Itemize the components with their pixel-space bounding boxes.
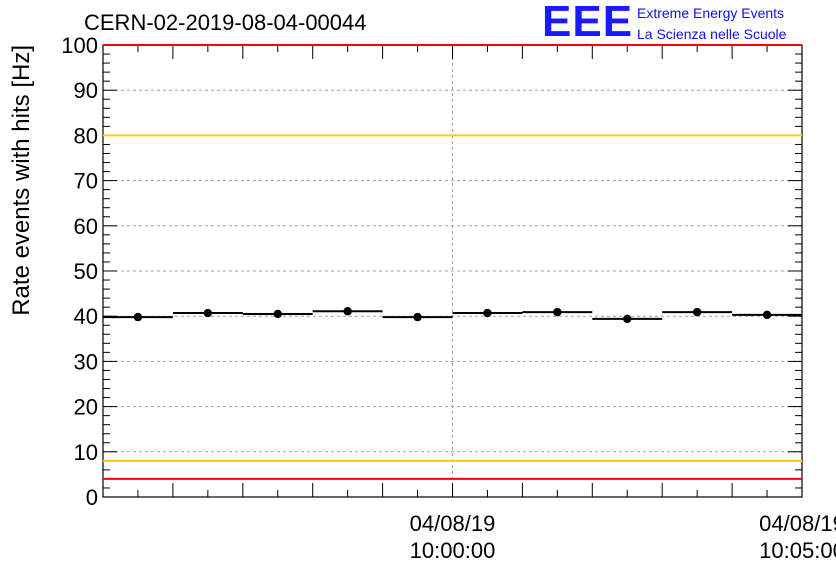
y-tick-label: 40	[74, 304, 98, 329]
y-tick-label: 70	[74, 169, 98, 194]
data-point	[623, 314, 632, 324]
y-tick-label: 50	[74, 259, 98, 284]
x-tick-label-time: 10:00:00	[410, 538, 496, 563]
x-tick-label-date: 04/08/19	[759, 511, 836, 536]
data-point	[273, 309, 282, 319]
data-point	[343, 307, 352, 316]
data-point	[762, 310, 772, 320]
y-tick-label: 60	[74, 214, 98, 239]
x-tick-label-date: 04/08/19	[410, 511, 496, 536]
run-title: CERN-02-2019-08-04-00044	[84, 10, 367, 35]
y-tick-label: 10	[74, 440, 98, 465]
logo-mark: EEE	[542, 0, 634, 46]
data-point	[413, 312, 422, 322]
data-point	[483, 308, 492, 318]
y-tick-label: 90	[74, 78, 98, 103]
data-point	[203, 308, 213, 318]
y-tick-label: 80	[74, 123, 98, 148]
eee-logo: EEE Extreme Energy Events La Scienza nel…	[542, 0, 834, 46]
x-tick-label-time: 10:05:00	[759, 538, 836, 563]
y-tick-label: 0	[86, 485, 98, 510]
logo-line-1: Extreme Energy Events	[637, 5, 785, 21]
y-axis-label: Rate events with hits [Hz]	[8, 45, 35, 316]
y-tick-label: 100	[61, 33, 98, 58]
data-point	[133, 312, 143, 322]
logo-line-2: La Scienza nelle Scuole	[637, 26, 787, 42]
data-point	[553, 307, 562, 317]
data-point	[692, 307, 702, 317]
y-tick-label: 30	[74, 349, 98, 374]
y-tick-label: 20	[74, 395, 98, 420]
